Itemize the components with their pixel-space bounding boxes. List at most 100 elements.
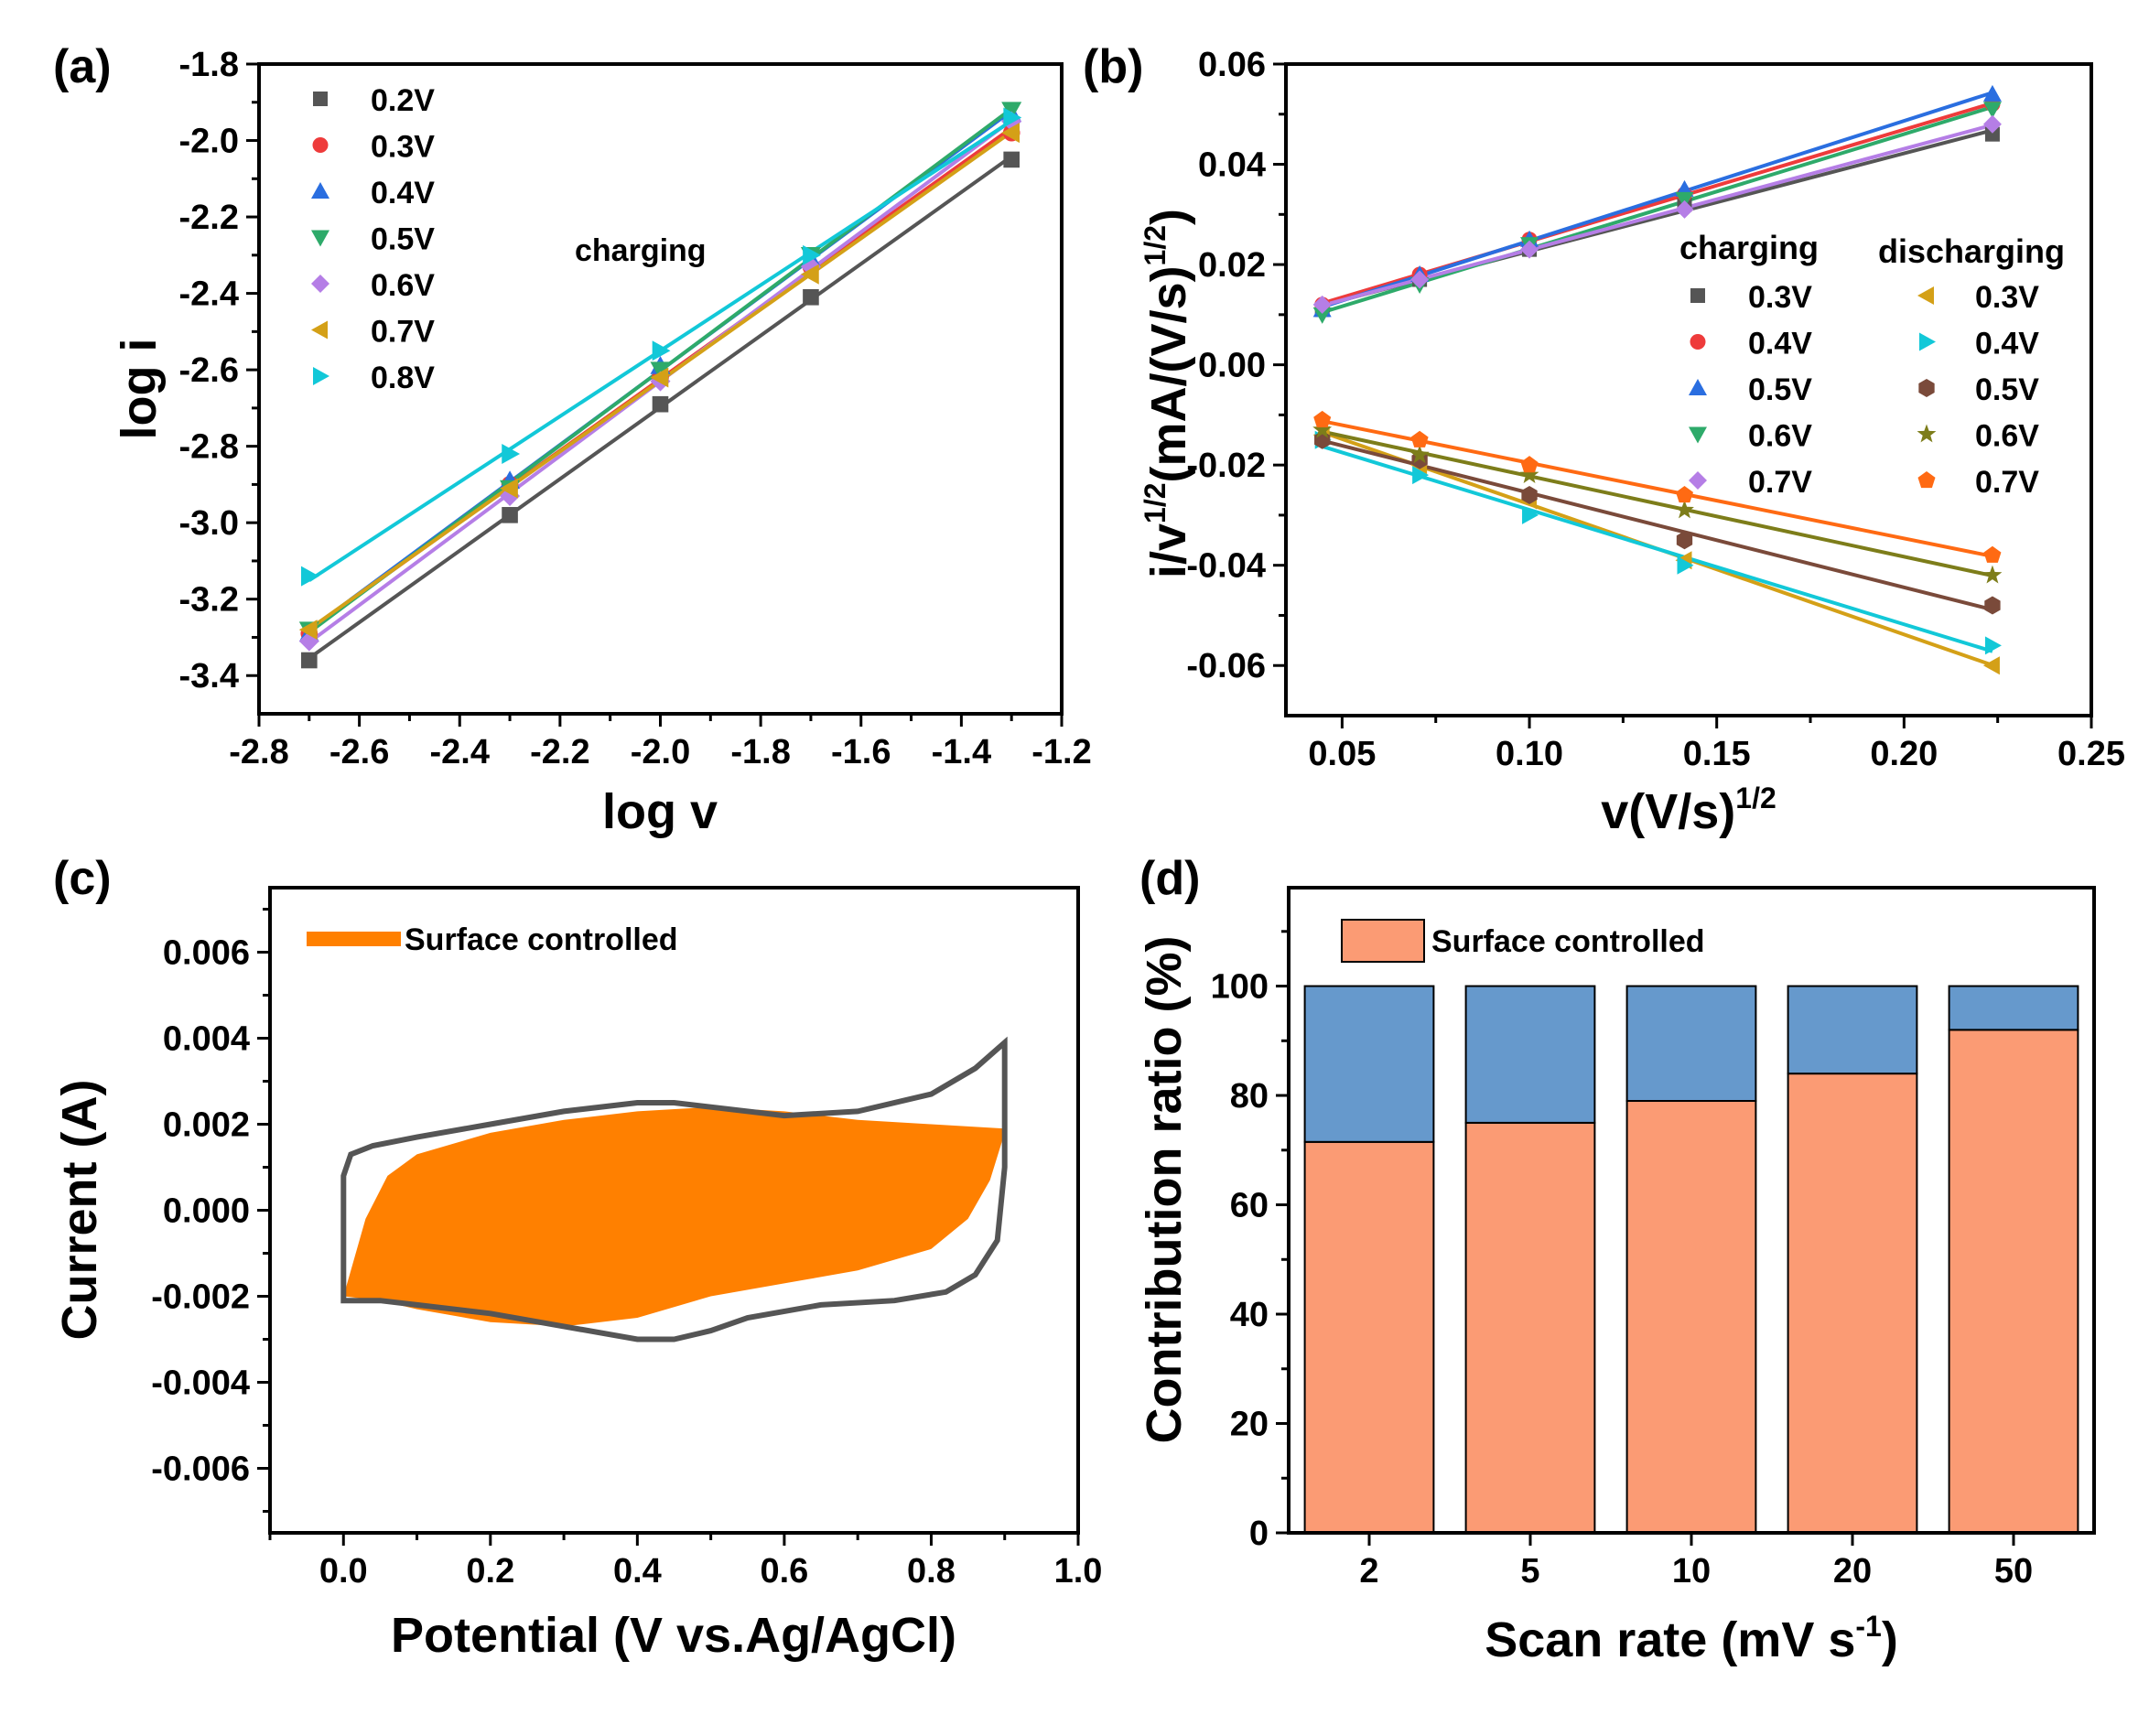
point-b-discharging-0.4V (1677, 555, 1694, 575)
point-a-0.7V (298, 620, 318, 641)
legend-b-charging-marker-0.6V (1689, 426, 1707, 444)
legend-a-label-0.4V: 0.4V (371, 176, 435, 210)
legend-a-label-0.8V: 0.8V (371, 361, 435, 395)
panel-b-ylabel-part2: 1/2 (1139, 482, 1172, 523)
panel-a-xtick-label: -2.6 (329, 733, 389, 771)
panel-b-xlabel-main: v(V/s) (1601, 784, 1735, 839)
surface-controlled-legend-label: Surface controlled (405, 922, 678, 957)
point-b-charging-0.5V (1982, 84, 2002, 102)
panel-c-ylabel: Current (A) (52, 1080, 107, 1341)
bar-diffusion-20 (1787, 985, 1918, 1075)
legend-b-charging-label-0.5V: 0.5V (1748, 372, 1812, 407)
point-b-discharging-0.5V (1521, 486, 1538, 505)
panel-d-ytick-label: 80 (1230, 1077, 1269, 1116)
fit-line-b-discharging-0.6V (1322, 429, 1993, 578)
point-a-0.7V (650, 367, 669, 388)
point-b-discharging-0.5V (1984, 596, 2001, 615)
bar-surface-20 (1787, 1073, 1918, 1535)
fit-line-b-charging-0.5V (1322, 91, 1993, 309)
point-a-0.2V (1003, 151, 1020, 168)
panel-a: (a) -2.8 -2.6 -2.4 -2.2 -2.0 -1.8 -1.6 -1.4 -1.2… (53, 40, 1092, 839)
panel-a-xlabel: log v (602, 784, 718, 839)
panel-b-label: (b) (1083, 40, 1143, 93)
panel-b-ytick-label: 0.04 (1198, 146, 1266, 185)
point-b-charging-0.3V (1984, 126, 2000, 142)
legend-b-charging-marker-0.5V (1689, 379, 1707, 395)
point-b-discharging-0.6V (1675, 500, 1694, 519)
legend-b-discharging-marker-0.7V (1917, 471, 1936, 489)
panel-a-label: (a) (53, 40, 112, 93)
point-b-discharging-0.4V (1412, 466, 1430, 485)
legend-b-charging-label-0.7V: 0.7V (1748, 465, 1812, 500)
point-b-charging-0.7V (1312, 295, 1332, 314)
legend-a-marker-0.4V (311, 182, 329, 199)
panel-c: (c) 0.0 0.2 0.4 0.6 0.8 1.0 -0.006 -0.004 -0.002… (52, 852, 1102, 1663)
panel-d-legend-label: Surface controlled (1431, 924, 1705, 959)
legend-b-charging-label-0.6V: 0.6V (1748, 419, 1812, 454)
legend-a-label-0.5V: 0.5V (371, 222, 435, 257)
panel-b-xtick-label: 0.05 (1308, 735, 1376, 773)
panel-c-xtick-label: 0.6 (760, 1552, 808, 1590)
legend-b-header-discharging: discharging (1878, 232, 2065, 270)
panel-c-ytick-label: 0.004 (163, 1020, 250, 1059)
legend-b-discharging-label-0.4V: 0.4V (1975, 327, 2039, 361)
point-b-discharging-0.6V (1982, 565, 2003, 584)
panel-d-xtick-label: 5 (1520, 1552, 1539, 1590)
point-b-discharging-0.4V (1522, 505, 1539, 524)
point-b-discharging-0.7V (1313, 410, 1332, 427)
panel-b-ytick-label: -0.06 (1186, 647, 1266, 685)
legend-a-label-0.6V: 0.6V (371, 268, 435, 303)
bar-diffusion-10 (1625, 985, 1757, 1103)
panel-b-ylabel-part5: ) (1141, 209, 1196, 225)
panel-b-xtick-label: 0.20 (1870, 735, 1938, 773)
panel-d-ytick-label: 20 (1230, 1406, 1269, 1444)
point-b-discharging-0.6V (1312, 419, 1333, 438)
bar-diffusion-2 (1303, 985, 1435, 1143)
surface-controlled-legend-swatch-d (1341, 919, 1425, 963)
panel-a-xtick-label: -2.8 (229, 733, 288, 771)
panel-a-ylabel: log i (112, 339, 167, 440)
panel-d-xtick-label: 2 (1359, 1552, 1378, 1590)
point-b-charging-0.6V (1312, 307, 1332, 324)
panel-d-xtick-label: 10 (1672, 1552, 1711, 1590)
legend-b-discharging-marker-0.6V (1917, 424, 1937, 443)
panel-c-ytick-label: 0.006 (163, 934, 250, 973)
point-a-0.8V (1003, 107, 1022, 128)
point-b-discharging-0.3V (1982, 656, 2000, 675)
panel-b-ytick-label: -0.02 (1186, 447, 1266, 485)
panel-a-ytick-label: -2.4 (179, 275, 239, 314)
panel-a-xtick-label: -1.6 (831, 733, 891, 771)
point-b-discharging-0.4V (1984, 636, 2002, 655)
fit-line-b-charging-0.6V (1322, 105, 1993, 315)
panel-d-xlabel-end: ) (1882, 1612, 1898, 1667)
panel-c-ytick-label: 0.000 (163, 1192, 250, 1231)
panel-c-label: (c) (53, 852, 112, 905)
point-a-0.2V (502, 507, 518, 523)
panel-b-xtick-label: 0.25 (2057, 735, 2125, 773)
panel-b-ylabel-part1: i/v (1141, 523, 1196, 578)
bar-surface-5 (1464, 1121, 1596, 1534)
panel-a-ytick-label: -3.4 (179, 657, 239, 695)
panel-a-xtick-label: -2.2 (530, 733, 589, 771)
panel-a-xtick-label: -1.2 (1031, 733, 1091, 771)
panel-c-xtick-label: 0.0 (319, 1552, 368, 1590)
panel-b-xlabel-sup: 1/2 (1735, 782, 1776, 814)
panel-d-ytick-label: 40 (1230, 1296, 1269, 1334)
point-a-0.8V (301, 566, 319, 587)
panel-b-ytick-label: 0.02 (1198, 246, 1266, 285)
legend-b-discharging-label-0.7V: 0.7V (1975, 465, 2039, 500)
legend-b-charging-marker-0.7V (1689, 471, 1707, 490)
panel-c-xlabel: Potential (V vs.Ag/AgCl) (391, 1608, 956, 1663)
panel-d-xlabel-main: Scan rate (mV s (1485, 1612, 1855, 1667)
panel-b-frame (1284, 62, 2093, 717)
panel-b-ytick-label: -0.04 (1186, 547, 1266, 586)
legend-a-marker-0.6V (311, 275, 329, 293)
panel-d-xlabel-sup: -1 (1855, 1610, 1881, 1643)
point-a-0.8V (652, 340, 671, 361)
panel-a-annotation: charging (575, 233, 707, 268)
panel-d-ytick-label: 60 (1230, 1187, 1269, 1225)
legend-b-discharging-marker-0.4V (1919, 332, 1936, 351)
point-b-charging-0.7V (1675, 199, 1694, 219)
point-b-charging-0.6V (1982, 102, 2002, 119)
fit-line-b-discharging-0.5V (1322, 438, 1993, 612)
